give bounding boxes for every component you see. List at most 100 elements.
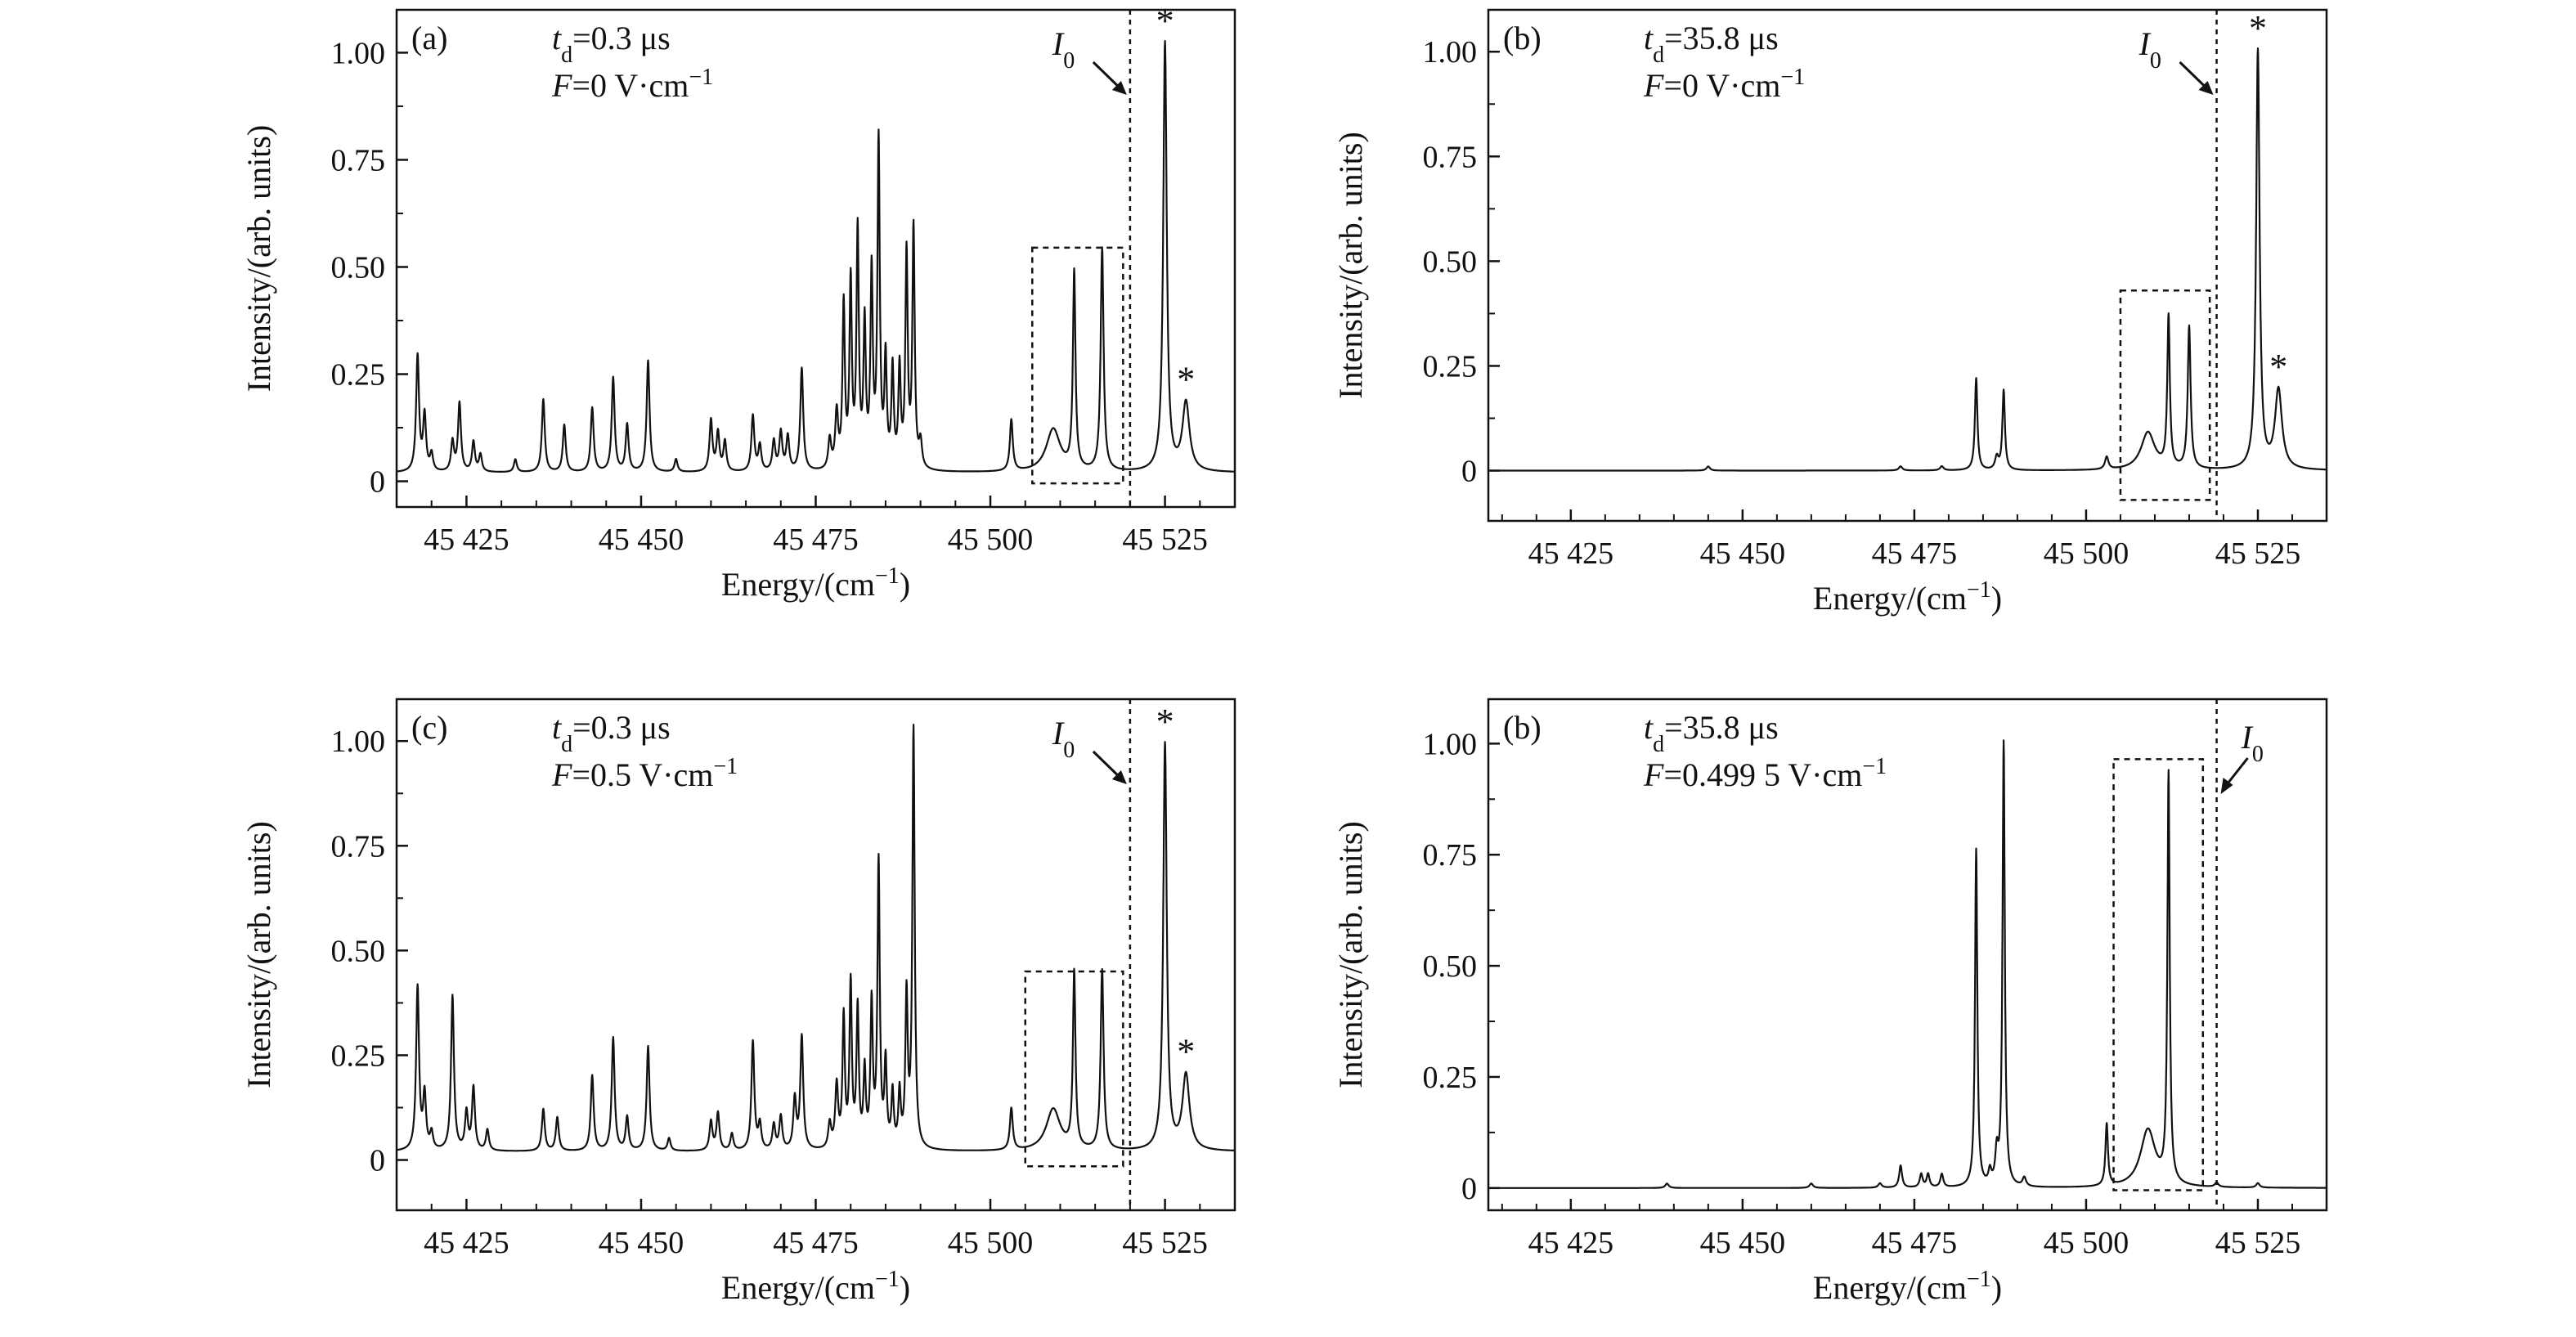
annotation-symbol: t (1644, 709, 1654, 746)
annotation-line: F=0 V·cm−1 (551, 65, 713, 105)
star-marker: * (1177, 360, 1195, 400)
x-axis-label-text: Energy/(cm (1813, 580, 1967, 617)
annotation-superscript: −1 (689, 65, 713, 90)
x-tick-label: 45 525 (2215, 1226, 2301, 1260)
annotation-superscript: −1 (713, 754, 738, 779)
x-tick-label: 45 475 (1872, 1226, 1958, 1260)
y-tick-label: 0 (1461, 455, 1477, 489)
panel-label: (a) (411, 20, 447, 56)
x-tick-label: 45 425 (1528, 1226, 1614, 1260)
plot-frame (1487, 8, 2328, 523)
spectrum-line (396, 39, 1236, 473)
y-tick-label: 0.50 (1423, 245, 1478, 279)
y-axis-label: Intensity/(arb. units) (240, 821, 277, 1088)
plot-frame (395, 698, 1236, 1212)
i0-arrowhead (1111, 770, 1127, 784)
y-tick-label: 0.25 (331, 1039, 386, 1073)
x-tick-label: 45 525 (1122, 1226, 1208, 1260)
chart-panel-1: I0**45 425 45 450 45 475 45 500 45 52500.250… (240, 1, 1236, 603)
y-tick-label: 0.50 (331, 250, 386, 285)
i0-symbol: I (2241, 719, 2254, 756)
y-axis-label: Intensity/(arb. units) (1332, 821, 1369, 1088)
i0-subscript: 0 (1063, 48, 1075, 74)
annotation-line: td=0.3 μs (552, 20, 671, 68)
y-tick-label: 0.75 (1423, 140, 1478, 174)
x-axis-label: Energy/(cm−1) (1813, 577, 2002, 617)
i0-label: I0 (2138, 25, 2161, 74)
y-tick-label: 0 (370, 465, 385, 500)
y-tick-label: 0 (1461, 1172, 1477, 1206)
annotation-symbol: F (551, 756, 572, 793)
i0-arrowhead (1111, 81, 1127, 95)
y-tick-label: 0.50 (331, 934, 386, 968)
y-tick-label: 0.75 (331, 829, 386, 864)
annotation-line: F=0.5 V·cm−1 (551, 754, 738, 794)
x-tick-label: 45 500 (948, 523, 1034, 557)
i0-subscript: 0 (2252, 742, 2264, 767)
x-axis-label-text: Energy/(cm (1813, 1269, 1967, 1306)
panel-label: (b) (1503, 20, 1542, 56)
y-tick-label: 0.50 (1423, 949, 1478, 984)
x-tick-label: 45 450 (599, 523, 684, 557)
x-tick-label: 45 500 (948, 1226, 1034, 1260)
y-tick-label: 0.25 (331, 358, 386, 393)
x-axis-label: Energy/(cm−1) (1813, 1267, 2002, 1307)
y-tick-label: 0.75 (331, 143, 386, 177)
x-tick-label: 45 450 (599, 1226, 684, 1260)
x-axis-label-tail: ) (900, 1269, 910, 1306)
x-tick-label: 45 525 (2215, 536, 2301, 571)
i0-label: I0 (1052, 715, 1075, 763)
star-marker: * (1177, 1032, 1195, 1072)
chart-panel-2: I0**45 425 45 450 45 475 45 500 45 52500.250… (1332, 8, 2328, 617)
x-axis-label-tail: ) (1991, 580, 2002, 617)
x-axis-label-tail: ) (1991, 1269, 2002, 1306)
spectrum-line (1488, 47, 2327, 472)
x-tick-label: 45 475 (773, 1226, 859, 1260)
annotation-symbol: t (552, 709, 562, 746)
x-tick-label: 45 450 (1700, 1226, 1786, 1260)
annotation-subscript: d (561, 732, 572, 757)
annotation-text: =0.3 μs (572, 20, 671, 56)
i0-arrowhead (2198, 81, 2214, 95)
annotation-text: =0 V·cm (1663, 67, 1780, 104)
x-axis-label-text: Energy/(cm (721, 566, 875, 603)
x-tick-label: 45 500 (2044, 1226, 2129, 1260)
annotation-line: td=0.3 μs (552, 709, 671, 757)
annotation-text: =35.8 μs (1664, 20, 1779, 56)
y-tick-label: 0.25 (1423, 1061, 1478, 1095)
x-tick-label: 45 425 (424, 1226, 509, 1260)
i0-label: I0 (1052, 25, 1075, 74)
x-axis-label: Energy/(cm−1) (721, 563, 910, 603)
annotation-subscript: d (1653, 43, 1664, 68)
y-tick-label: 0 (370, 1144, 385, 1178)
i0-subscript: 0 (2150, 48, 2161, 74)
chart-panel-3: I0**45 425 45 450 45 475 45 500 45 52500.250… (240, 698, 1236, 1307)
dashed-region-box (2119, 289, 2211, 501)
annotation-symbol: t (552, 20, 562, 56)
i0-arrowhead (2220, 778, 2233, 794)
x-tick-label: 45 425 (1528, 536, 1614, 571)
dashed-region-box (1031, 246, 1124, 485)
panel-label: (b) (1503, 709, 1542, 746)
i0-symbol: I (1052, 715, 1065, 752)
annotation-line: F=0.499 5 V·cm−1 (1643, 754, 1887, 794)
dashed-region-box (2112, 758, 2205, 1191)
y-tick-label: 1.00 (1423, 727, 1478, 761)
y-axis-label: Intensity/(arb. units) (240, 125, 277, 393)
annotation-text: =35.8 μs (1664, 709, 1779, 746)
dashed-region-box (1024, 970, 1124, 1168)
x-tick-label: 45 500 (2044, 536, 2129, 571)
annotation-line: F=0 V·cm−1 (1643, 65, 1805, 105)
annotation-symbol: t (1644, 20, 1654, 56)
annotation-symbol: F (1643, 756, 1664, 793)
i0-subscript: 0 (1063, 738, 1075, 763)
x-axis-label: Energy/(cm−1) (721, 1267, 910, 1307)
x-axis-label-superscript: −1 (1967, 1267, 1991, 1292)
annotation-text: =0 V·cm (572, 67, 689, 104)
y-tick-label: 1.00 (1423, 35, 1478, 70)
spectrum-line (1488, 739, 2327, 1189)
y-axis-label: Intensity/(arb. units) (1332, 132, 1369, 399)
star-marker: * (2269, 347, 2287, 387)
